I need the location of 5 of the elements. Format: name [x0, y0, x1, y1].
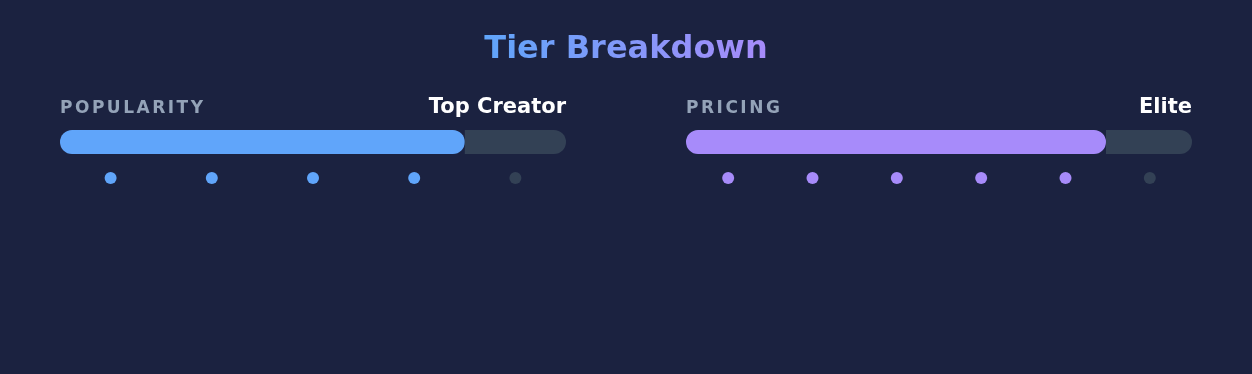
chart-subtitle: Elite: [1138, 94, 1192, 118]
text: Tier Breakdown: [484, 28, 768, 66]
chart-title: POPULARITY: [60, 97, 206, 117]
chart-subtitle: Top Creator: [428, 94, 566, 118]
chart-title: PRICING: [686, 97, 783, 117]
